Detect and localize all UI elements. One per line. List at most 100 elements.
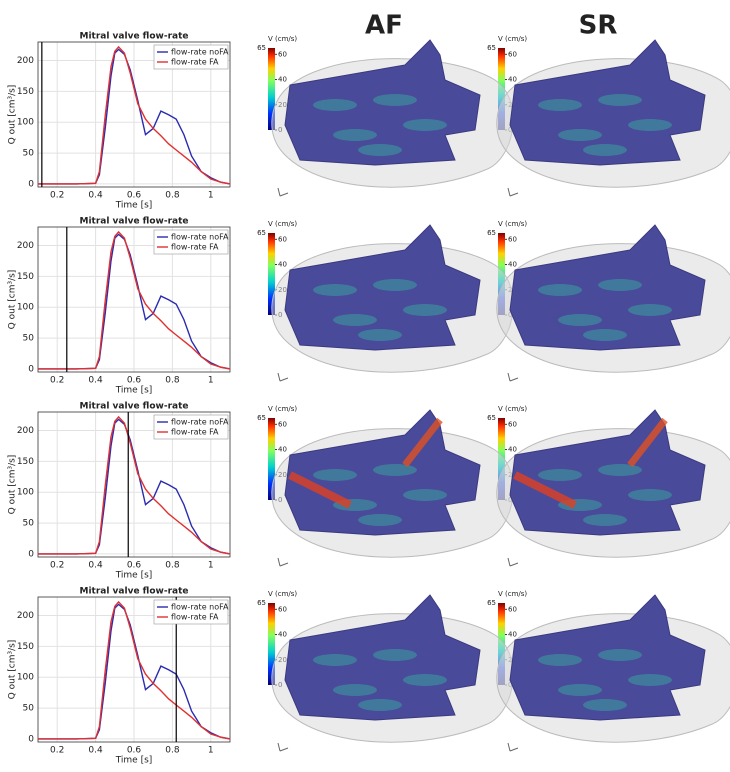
x-tick-label: 0.6: [127, 376, 142, 386]
data-line: [38, 45, 231, 185]
colorbar-max: 65: [257, 229, 266, 237]
y-tick-label: 100: [17, 488, 34, 498]
column-header: AF: [365, 11, 403, 41]
colorbar-tick-label: 60: [508, 50, 517, 58]
x-tick-label: 0.6: [127, 746, 142, 756]
velocity-patch: [373, 464, 417, 476]
x-tick-label: 0.8: [165, 376, 180, 386]
colorbar-label: V (cm/s): [268, 35, 297, 43]
y-tick-label: 100: [17, 118, 34, 128]
y-tick-label: 100: [17, 673, 34, 683]
x-tick-label: 0.8: [165, 191, 180, 201]
legend-box: [153, 44, 229, 70]
y-tick-label: 50: [23, 149, 35, 159]
axes-triad: [277, 187, 289, 197]
y-tick-label: 150: [17, 272, 34, 282]
velocity-patch: [583, 329, 627, 341]
x-tick-label: 0.4: [88, 191, 103, 201]
legend-box: [153, 599, 229, 625]
legend-label: flow-rate noFA: [171, 48, 229, 57]
colorbar-label: V (cm/s): [268, 590, 297, 598]
y-tick-label: 200: [17, 426, 34, 436]
legend-label: flow-rate FA: [171, 613, 219, 622]
legend-label: flow-rate noFA: [171, 603, 229, 612]
y-tick-label: 150: [17, 87, 34, 97]
legend-label: flow-rate FA: [171, 428, 219, 437]
velocity-patch: [558, 129, 602, 141]
x-tick-label: 1: [208, 376, 214, 386]
axes-triad: [277, 372, 289, 382]
velocity-patch: [403, 304, 447, 316]
y-tick-label: 50: [23, 334, 35, 344]
legend-label: flow-rate FA: [171, 58, 219, 67]
colorbar-tick-label: 40: [508, 76, 517, 84]
chart-title: Mitral valve flow-rate: [79, 402, 188, 412]
velocity-patch: [583, 699, 627, 711]
jet-stream: [627, 417, 668, 468]
axes-triad: [507, 742, 519, 752]
colorbar-tick-label: 40: [278, 76, 287, 84]
velocity-patch: [313, 469, 357, 481]
velocity-patch: [373, 649, 417, 661]
colorbar-label: V (cm/s): [498, 590, 527, 598]
colorbar-tick-label: 60: [508, 235, 517, 243]
colorbar-label: V (cm/s): [498, 220, 527, 228]
y-tick-label: 150: [17, 642, 34, 652]
y-tick-label: 50: [23, 519, 35, 529]
velocity-patch: [538, 284, 582, 296]
velocity-patch: [558, 314, 602, 326]
x-axis-label: Time [s]: [115, 201, 153, 211]
chart-title: Mitral valve flow-rate: [79, 587, 188, 597]
colorbar-tick-label: 60: [278, 235, 287, 243]
velocity-patch: [538, 99, 582, 111]
x-tick-label: 0.2: [50, 376, 64, 386]
velocity-patch: [583, 514, 627, 526]
axes-triad: [507, 372, 519, 382]
velocity-patch: [538, 654, 582, 666]
colorbar-label: V (cm/s): [268, 405, 297, 413]
velocity-patch: [313, 99, 357, 111]
colorbar-tick-label: 60: [278, 420, 287, 428]
axes-triad: [277, 557, 289, 567]
colorbar-tick-label: 40: [278, 631, 287, 639]
y-tick-label: 0: [28, 364, 34, 374]
colorbar: [268, 233, 275, 315]
y-axis-label: Q out [cm³/s]: [8, 85, 18, 145]
y-tick-label: 150: [17, 457, 34, 467]
colorbar-tick-label: 60: [508, 420, 517, 428]
velocity-patch: [598, 464, 642, 476]
colorbar-max: 65: [487, 599, 496, 607]
plot-frame: [37, 596, 231, 743]
velocity-patch: [598, 649, 642, 661]
velocity-patch: [598, 279, 642, 291]
x-axis-label: Time [s]: [115, 386, 153, 396]
velocity-patch: [333, 129, 377, 141]
y-axis-label: Q out [cm³/s]: [8, 455, 18, 515]
x-tick-label: 1: [208, 561, 214, 571]
plot-frame: [37, 411, 231, 558]
x-tick-label: 0.2: [50, 191, 64, 201]
colorbar: [268, 418, 275, 500]
colorbar-tick-label: 40: [508, 261, 517, 269]
colorbar-tick-label: 60: [508, 605, 517, 613]
x-tick-label: 1: [208, 191, 214, 201]
y-tick-label: 100: [17, 303, 34, 313]
data-line: [38, 415, 231, 555]
velocity-patch: [313, 284, 357, 296]
x-tick-label: 0.6: [127, 561, 142, 571]
colorbar-tick-label: 40: [508, 631, 517, 639]
colorbar-max: 65: [487, 229, 496, 237]
jet-stream: [513, 471, 577, 509]
axes-triad: [277, 742, 289, 752]
x-tick-label: 0.2: [50, 746, 64, 756]
chart-title: Mitral valve flow-rate: [79, 32, 188, 42]
velocity-patch: [598, 94, 642, 106]
jet-stream: [288, 471, 352, 509]
colorbar-tick-label: 40: [508, 446, 517, 454]
colorbar-tick-label: 60: [278, 605, 287, 613]
velocity-patch: [358, 514, 402, 526]
y-tick-label: 200: [17, 56, 34, 66]
data-line: [38, 230, 231, 370]
velocity-patch: [403, 674, 447, 686]
